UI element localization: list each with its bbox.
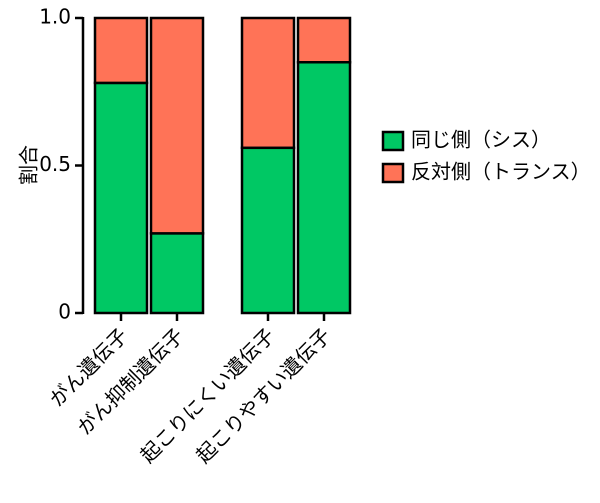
- y-axis-label: 割合: [17, 145, 41, 185]
- y-tick-label: 0.5: [39, 152, 71, 176]
- bar-segment: [149, 232, 205, 315]
- bar-segment: [149, 16, 205, 235]
- bar-segment: [240, 16, 296, 150]
- legend-label: 反対側（トランス）: [411, 160, 591, 184]
- bar-segment: [240, 146, 296, 315]
- legend-swatch: [381, 162, 405, 184]
- bar-segment: [93, 16, 149, 85]
- y-tick-label: 0: [58, 300, 71, 324]
- bar-segment: [296, 61, 352, 315]
- bar-segment: [296, 16, 352, 64]
- bar-segment: [93, 81, 149, 315]
- legend-swatch: [381, 130, 405, 152]
- legend-label: 同じ側（シス）: [411, 128, 551, 152]
- y-tick-label: 1.0: [39, 5, 71, 29]
